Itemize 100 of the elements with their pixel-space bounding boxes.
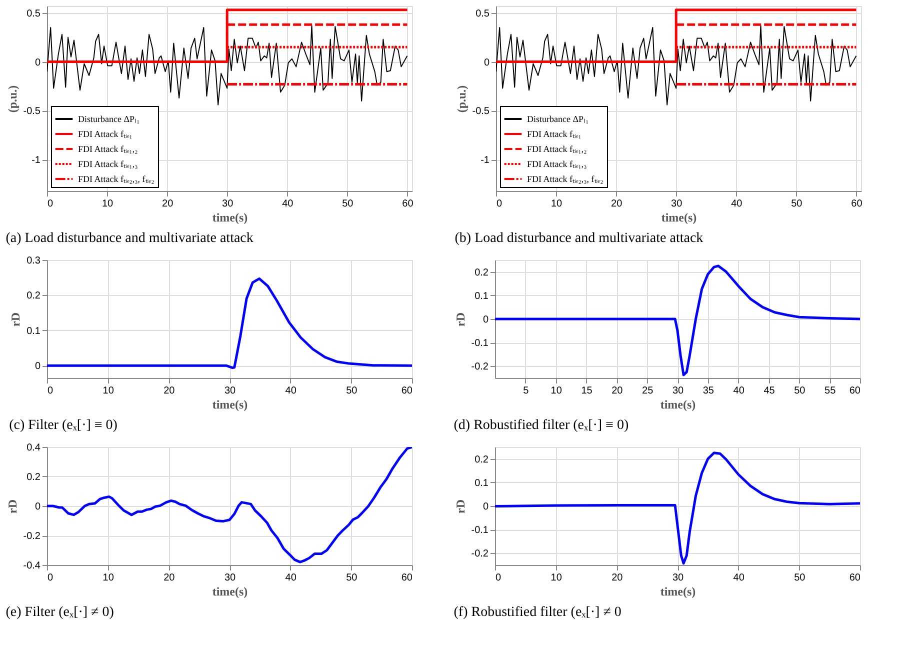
x-tick-label: 10 xyxy=(102,386,114,396)
legend-label: FDI Attack fₜᵢₑ₂,₃, fₜᵢₑ₂ xyxy=(78,174,154,184)
y-tick-label: 0.5 xyxy=(476,8,490,20)
x-axis-title: time(s) xyxy=(212,398,248,412)
y-tick-label: -0.4 xyxy=(23,560,41,572)
x-tick-label: 20 xyxy=(612,572,624,584)
x-tick-label: 60 xyxy=(849,572,861,584)
x-tick-label: 20 xyxy=(164,572,176,584)
y-tick-label: 0 xyxy=(34,57,41,68)
y-axis-title: rD xyxy=(453,312,468,326)
y-tick-label: -1 xyxy=(480,155,490,166)
x-tick-label: 15 xyxy=(581,386,593,396)
legend-label: FDI Attack fₜᵢₑ₁,₃ xyxy=(527,159,587,169)
y-axis-title: (p.u.) xyxy=(454,85,468,113)
legend-label: FDI Attack fₜᵢₑ₁,₃ xyxy=(78,159,138,169)
x-tick-label: 25 xyxy=(642,386,654,396)
y-tick-label: 0.2 xyxy=(26,290,41,302)
x-tick-label: 35 xyxy=(702,386,714,396)
line-series xyxy=(47,25,408,106)
line-series xyxy=(496,25,857,106)
text: (b) Load disturbance and multivariate attack xyxy=(454,231,704,246)
y-tick-label: 0 xyxy=(484,57,490,68)
legend-label: Disturbance ΔPₗ₁ xyxy=(78,114,140,124)
x-tick-label: 5 xyxy=(523,386,530,396)
y-tick-label: -0.5 xyxy=(23,106,41,118)
x-tick-label: 0 xyxy=(48,572,54,584)
legend-label: FDI Attack fₜᵢₑ₁,₂ xyxy=(527,144,587,154)
x-tick-label: 0 xyxy=(496,198,502,210)
text: (a) Load disturbance and multivariate attack xyxy=(6,231,254,246)
x-tick-label: 40 xyxy=(733,572,745,584)
x-tick-label: 55 xyxy=(824,386,836,396)
x-axis-title: time(s) xyxy=(212,210,248,224)
text: (c) Filter (eₓ[·] ≡ 0) xyxy=(9,418,118,433)
y-tick-label: 0 xyxy=(482,502,489,512)
x-tick-label: 60 xyxy=(401,572,413,584)
y-tick-label: -0.2 xyxy=(23,531,41,542)
x-tick-label: 10 xyxy=(550,198,563,210)
y-tick-label: 0.2 xyxy=(474,454,489,466)
y-tick-label: -0.1 xyxy=(471,338,489,350)
x-tick-label: 10 xyxy=(550,386,562,396)
x-tick-label: 45 xyxy=(764,386,776,396)
y-tick-label: -0.2 xyxy=(471,362,489,373)
y-axis-title: rD xyxy=(453,499,468,514)
y-tick-label: 0 xyxy=(34,361,41,372)
x-tick-label: 60 xyxy=(402,198,414,210)
x-tick-label: 20 xyxy=(164,386,176,396)
x-tick-label: 20 xyxy=(162,198,174,210)
y-tick-label: 0.5 xyxy=(26,8,41,20)
x-tick-label: 40 xyxy=(733,386,745,396)
x-tick-label: 0 xyxy=(48,386,54,396)
x-tick-label: 0 xyxy=(496,572,502,584)
legend-label: Disturbance ΔPₗ₁ xyxy=(527,114,589,124)
x-tick-label: 30 xyxy=(672,572,684,584)
x-tick-label: 40 xyxy=(285,572,297,584)
x-tick-label: 0 xyxy=(48,198,54,210)
y-axis-title: (p.u.) xyxy=(5,85,20,113)
legend-label: FDI Attack fₜᵢₑ₁ xyxy=(527,129,582,139)
y-tick-label: 0.1 xyxy=(26,326,41,337)
y-tick-label: 0.4 xyxy=(26,442,41,454)
line-series xyxy=(495,264,860,376)
x-axis-title: time(s) xyxy=(660,398,696,412)
x-tick-label: 60 xyxy=(849,386,861,396)
x-axis-title: time(s) xyxy=(661,210,697,224)
y-axis-title: rD xyxy=(5,499,20,514)
x-tick-label: 30 xyxy=(224,386,236,396)
y-tick-label: 0 xyxy=(34,502,41,512)
x-tick-label: 30 xyxy=(224,572,236,584)
y-tick-label: -0.2 xyxy=(471,548,489,560)
y-tick-label: 0.2 xyxy=(474,267,489,278)
x-tick-label: 10 xyxy=(102,572,114,584)
y-tick-label: -0.5 xyxy=(472,106,490,118)
legend-label: FDI Attack fₜᵢₑ₂,₃, fₜᵢₑ₂ xyxy=(527,174,604,184)
x-tick-label: 10 xyxy=(102,198,114,210)
x-tick-label: 50 xyxy=(794,386,806,396)
line-series xyxy=(47,277,412,370)
y-axis-title: rD xyxy=(8,312,23,326)
y-tick-label: 0.1 xyxy=(474,478,489,489)
x-axis-title: time(s) xyxy=(212,584,248,598)
x-tick-label: 60 xyxy=(851,198,863,210)
legend-label: FDI Attack fₜᵢₑ₁,₂ xyxy=(78,144,138,154)
y-tick-label: 0.1 xyxy=(474,290,489,302)
x-tick-label: 50 xyxy=(791,198,803,210)
x-tick-label: 20 xyxy=(611,198,623,210)
x-tick-label: 20 xyxy=(612,386,624,396)
y-tick-label: 0.3 xyxy=(26,256,41,266)
x-axis-title: time(s) xyxy=(660,584,696,598)
text: (d) Robustified filter (eₓ[·] ≡ 0) xyxy=(454,418,629,433)
y-tick-label: -1 xyxy=(32,155,41,166)
line-series xyxy=(47,447,412,564)
x-tick-label: 40 xyxy=(731,198,743,210)
x-tick-label: 30 xyxy=(671,198,683,210)
x-tick-label: 50 xyxy=(346,386,358,396)
y-tick-label: 0.2 xyxy=(26,472,41,483)
legend-label: FDI Attack fₜᵢₑ₁ xyxy=(78,129,132,139)
x-tick-label: 50 xyxy=(342,198,354,210)
text: (f) Robustified filter (eₓ[·] ≠ 0 xyxy=(454,605,622,620)
x-tick-label: 50 xyxy=(794,572,806,584)
x-tick-label: 30 xyxy=(672,386,684,396)
y-tick-label: 0 xyxy=(482,314,489,326)
x-tick-label: 50 xyxy=(346,572,358,584)
